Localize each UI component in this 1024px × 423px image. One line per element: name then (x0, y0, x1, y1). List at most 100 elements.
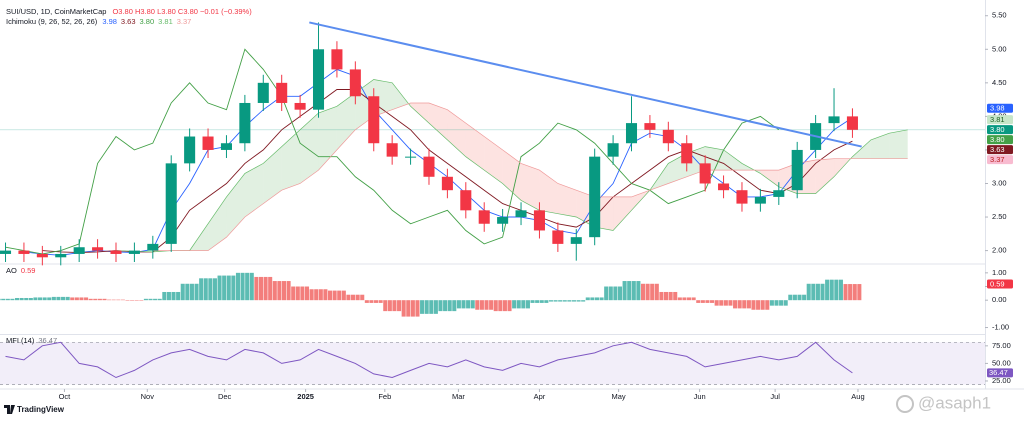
ao-bar (783, 300, 788, 306)
indicator-value: 3.63 (121, 17, 136, 26)
ichimoku-line (42, 89, 853, 254)
indicator-value: 3.81 (158, 17, 173, 26)
candle-body (552, 230, 564, 244)
ao-bar (723, 300, 728, 306)
y-tick-label: 5.00 (992, 44, 1007, 53)
cloud-fill (870, 133, 890, 159)
ao-bar (314, 289, 319, 301)
candle-body (36, 253, 48, 258)
ao-bar (548, 300, 553, 302)
ao-bar (535, 300, 540, 303)
y-tick-label: 2.00 (992, 246, 1007, 255)
ao-bar (447, 300, 452, 312)
y-tick-label: 2.50 (992, 212, 1007, 221)
ichimoku-line (152, 102, 908, 251)
ao-bar (360, 294, 365, 301)
ao-bar (829, 279, 834, 301)
ao-bar (484, 300, 489, 310)
ao-bar (576, 300, 581, 302)
price-badge-label: 3.80 (990, 125, 1005, 134)
ao-bar (779, 300, 784, 306)
ao-bar (374, 300, 379, 303)
candle-body (699, 163, 711, 184)
cloud-fill (244, 163, 264, 218)
value-badge (987, 279, 1013, 289)
ao-bar (61, 296, 66, 301)
watermark-icon (896, 395, 914, 413)
ao-bar (309, 289, 314, 301)
ao-bar (797, 294, 802, 301)
ao-bar (369, 300, 374, 303)
ao-bar (79, 297, 84, 301)
ao-bar (452, 300, 457, 312)
ao-bar (834, 279, 839, 301)
ao-bar (180, 283, 185, 301)
ao-bar (415, 300, 420, 317)
price-badge-label: 3.80 (990, 135, 1005, 144)
ao-bar (116, 299, 121, 301)
candle-body (846, 116, 858, 130)
candle-body (55, 253, 67, 258)
pane-title: MFI (14) (6, 336, 35, 345)
candle-body (754, 196, 766, 204)
ao-bar (691, 297, 696, 301)
price-badge-label: 3.81 (990, 115, 1005, 124)
ao-bar (157, 298, 162, 301)
ao-bar (364, 300, 369, 303)
ao-bar (599, 297, 604, 301)
candle-body (828, 116, 840, 124)
ohlc-values: O3.80 H3.80 L3.80 C3.80 −0.01 (−0.39%) (112, 7, 252, 16)
ao-bar (466, 300, 471, 309)
ao-bar (640, 283, 646, 301)
ao-bar (857, 284, 862, 301)
ichimoku-line (23, 68, 853, 256)
ao-bar (162, 291, 167, 301)
ao-bar (268, 276, 273, 301)
candle-body (128, 250, 140, 254)
ao-bar (143, 298, 148, 301)
ao-bar (429, 300, 434, 314)
ao-bar (19, 297, 24, 301)
candle-body (368, 96, 380, 144)
ao-bar (627, 281, 632, 301)
ao-bar (705, 300, 710, 303)
ao-bar (746, 300, 751, 309)
ao-bar (650, 283, 655, 301)
price-badge-label: 3.98 (990, 104, 1005, 113)
ao-bar (820, 283, 825, 301)
candle-body (497, 217, 509, 224)
ao-bar (199, 278, 204, 301)
brand: TradingView (17, 405, 65, 414)
x-tick-label: Mar (452, 392, 465, 401)
ao-bar (475, 300, 480, 310)
ao-bar (636, 281, 641, 301)
ao-bar (774, 300, 779, 306)
labels: 2.002.503.003.504.004.505.005.50-1.000.0… (6, 7, 1013, 414)
cloud-fill (723, 149, 742, 171)
cloud-fill (502, 149, 522, 201)
ao-bar (0, 298, 1, 301)
candle-body (220, 143, 232, 150)
ao-bar (594, 297, 600, 301)
price-badge (987, 155, 1013, 165)
x-tick-label: 2025 (297, 392, 314, 401)
price-badge (987, 145, 1013, 155)
ao-bar (489, 300, 494, 310)
ao-bar (88, 298, 93, 301)
ao-bar (189, 283, 194, 301)
indicator-value: 3.37 (177, 17, 192, 26)
candle-body (423, 156, 435, 177)
ao-bar (659, 291, 664, 301)
ao-bar (558, 300, 563, 302)
brand-logo (4, 405, 15, 414)
ao-bar (406, 300, 411, 317)
ao-bar (231, 275, 236, 301)
ao-bar (530, 300, 535, 303)
ao-bar (107, 299, 112, 301)
ao-bar (24, 297, 29, 301)
ao-bar (65, 296, 70, 301)
value-badge-label: 0.59 (990, 279, 1005, 288)
ao-bar (424, 300, 429, 314)
ao-bar (277, 281, 282, 301)
